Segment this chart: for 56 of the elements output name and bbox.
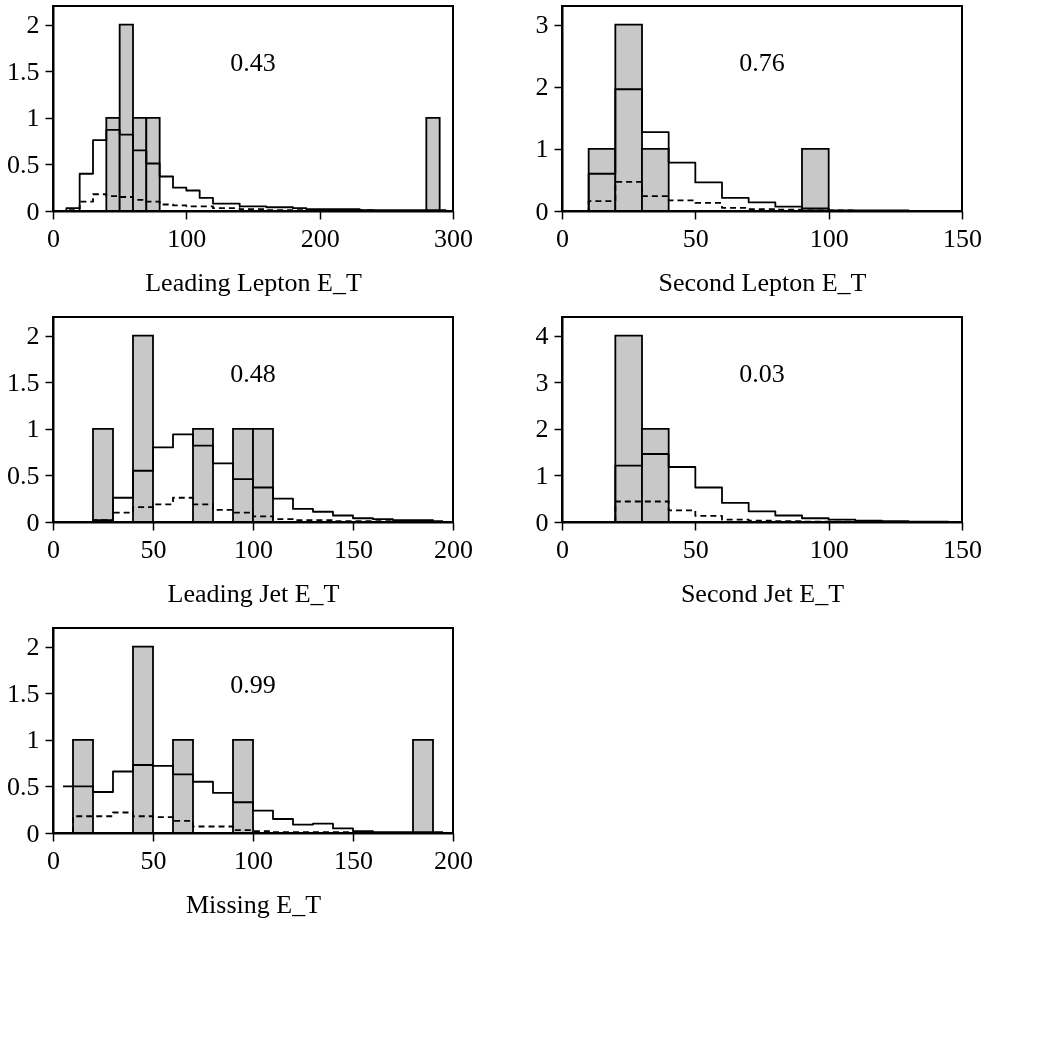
y-tick-label: 0.5 xyxy=(7,771,40,801)
x-tick-label: 0 xyxy=(47,845,60,875)
x-tick-label: 0 xyxy=(556,534,569,564)
y-tick-label: 3 xyxy=(535,367,549,397)
y-tick-label: 0 xyxy=(535,507,549,537)
y-tick-label: 1.5 xyxy=(7,367,40,397)
y-tick-label: 2 xyxy=(26,321,40,351)
y-tick-label: 0 xyxy=(26,507,40,537)
x-tick-label: 50 xyxy=(682,223,709,253)
x-tick-label: 200 xyxy=(434,845,473,875)
x-tick-label: 200 xyxy=(434,534,473,564)
x-tick-label: 0 xyxy=(556,223,569,253)
x-tick-label: 200 xyxy=(300,223,340,253)
x-axis-title: Second Jet E_T xyxy=(680,578,845,608)
x-tick-label: 150 xyxy=(943,534,982,564)
y-tick-label: 0.5 xyxy=(7,460,40,490)
y-tick-label: 2 xyxy=(26,10,40,40)
y-tick-label: 2 xyxy=(26,632,40,662)
x-axis-title: Second Lepton E_T xyxy=(658,267,867,297)
y-tick-label: 1 xyxy=(535,460,549,490)
y-tick-label: 1 xyxy=(535,134,549,164)
x-tick-label: 300 xyxy=(434,223,473,253)
x-tick-label: 150 xyxy=(943,223,982,253)
y-tick-label: 1.5 xyxy=(7,678,40,708)
x-tick-label: 100 xyxy=(809,534,849,564)
x-axis-title: Leading Lepton E_T xyxy=(145,267,362,297)
y-tick-label: 1 xyxy=(26,725,40,755)
y-tick-label: 2 xyxy=(535,72,549,102)
x-tick-label: 50 xyxy=(140,845,167,875)
annotation: 0.43 xyxy=(230,48,276,78)
y-tick-label: 0 xyxy=(26,818,40,848)
y-tick-label: 0 xyxy=(26,196,40,226)
x-axis-title: Missing E_T xyxy=(185,889,322,919)
x-tick-label: 50 xyxy=(682,534,709,564)
y-tick-label: 1 xyxy=(26,414,40,444)
y-tick-label: 0.5 xyxy=(7,149,40,179)
x-axis-title: Leading Jet E_T xyxy=(167,578,340,608)
x-tick-label: 100 xyxy=(809,223,849,253)
x-tick-label: 50 xyxy=(140,534,167,564)
x-tick-label: 100 xyxy=(234,534,273,564)
x-tick-label: 150 xyxy=(334,534,373,564)
annotation: 0.03 xyxy=(739,359,785,389)
x-tick-label: 0 xyxy=(47,534,60,564)
annotation: 0.76 xyxy=(739,48,785,78)
y-tick-label: 4 xyxy=(535,321,549,351)
y-tick-label: 0 xyxy=(535,196,549,226)
x-tick-label: 100 xyxy=(167,223,207,253)
y-tick-label: 1.5 xyxy=(7,56,40,86)
x-tick-label: 150 xyxy=(334,845,373,875)
y-tick-label: 1 xyxy=(26,103,40,133)
x-tick-label: 0 xyxy=(47,223,60,253)
annotation: 0.48 xyxy=(230,359,276,389)
annotation: 0.99 xyxy=(230,670,276,700)
y-tick-label: 3 xyxy=(535,10,549,40)
x-tick-label: 100 xyxy=(234,845,273,875)
y-tick-label: 2 xyxy=(535,414,549,444)
